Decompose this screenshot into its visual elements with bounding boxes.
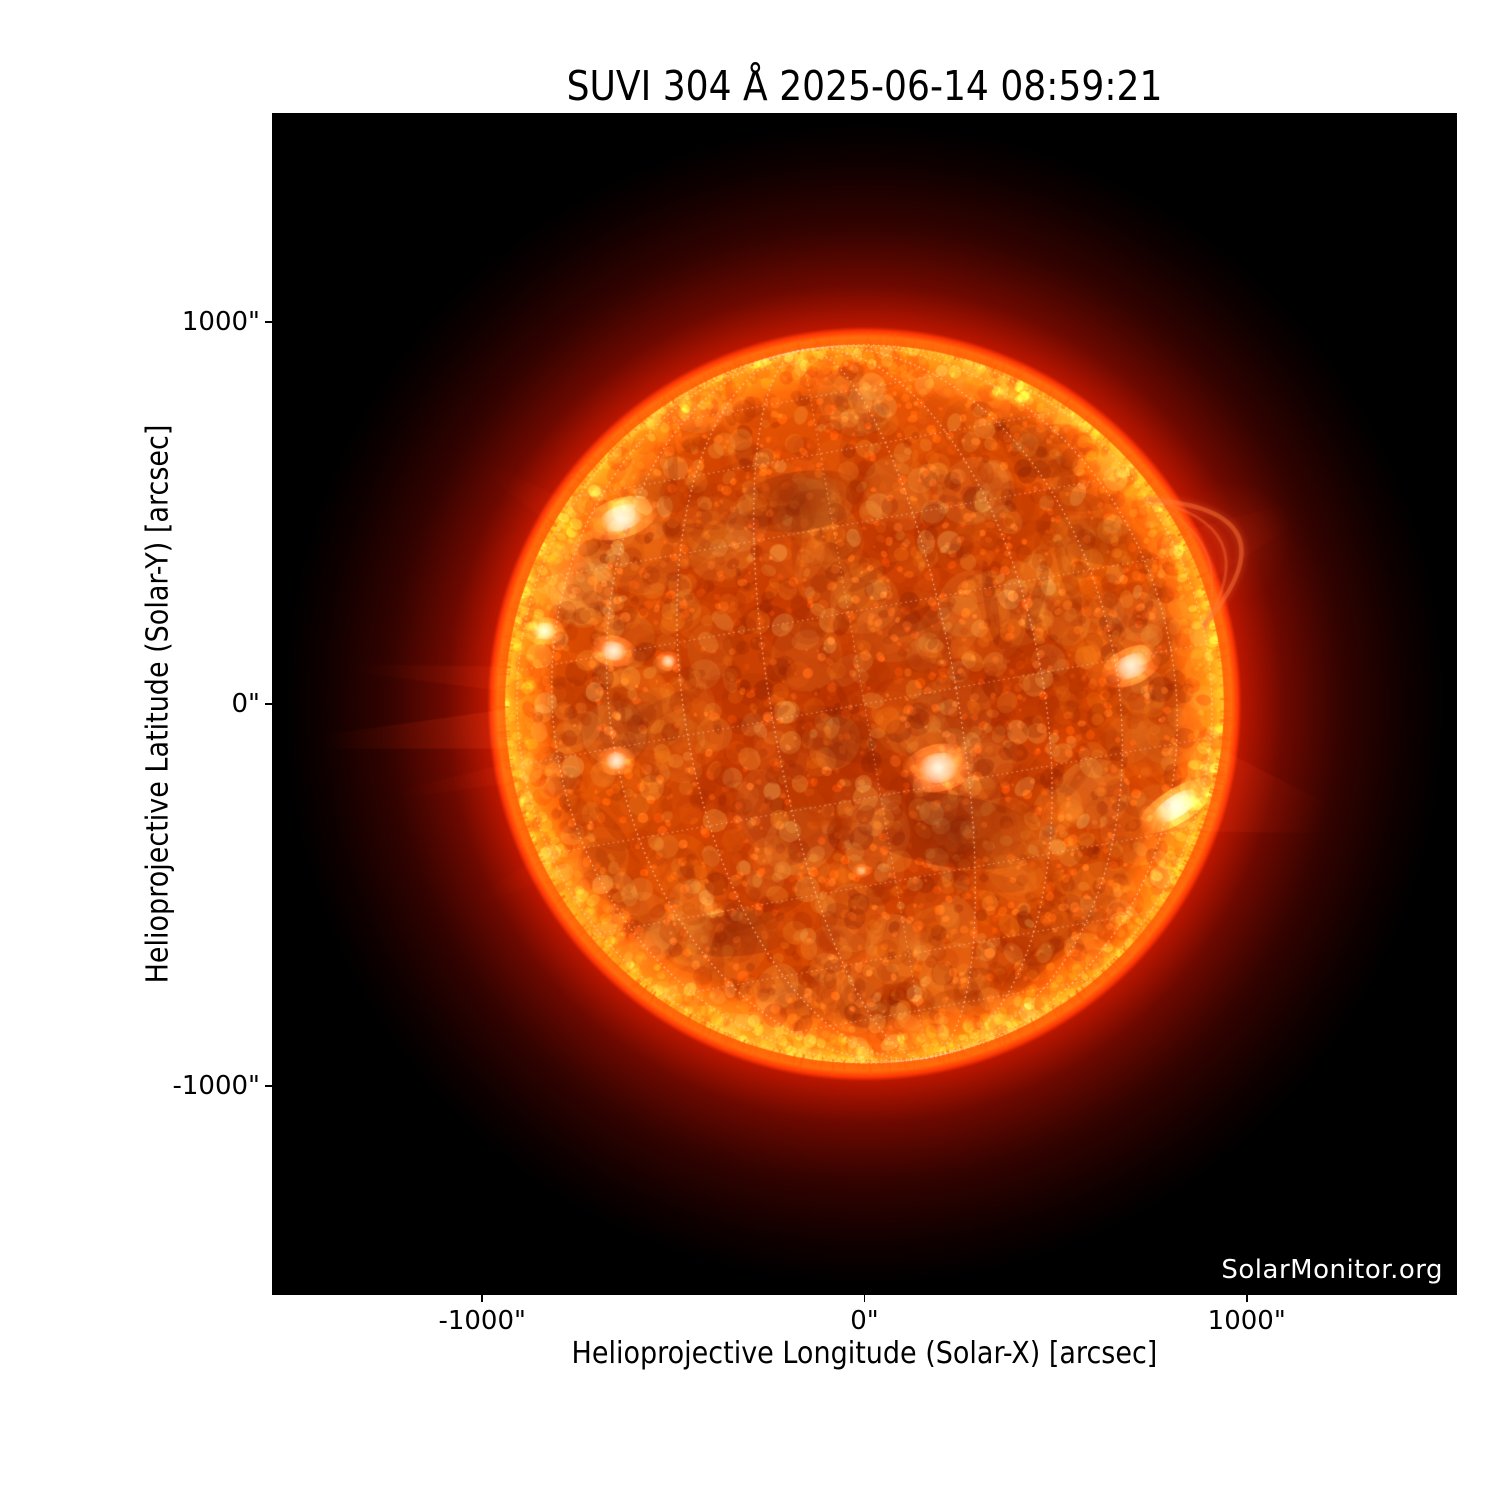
x-tick-mark (481, 1295, 483, 1302)
x-tick-mark (1246, 1295, 1248, 1302)
y-axis-label: Helioprojective Latitude (Solar-Y) [arcs… (140, 424, 176, 984)
x-tick-mark (863, 1295, 866, 1302)
x-tick-label: 0" (850, 1306, 879, 1336)
x-tick-label: 1000" (1207, 1306, 1286, 1336)
solar-image-canvas (272, 113, 1457, 1295)
y-tick-mark (265, 703, 272, 705)
y-tick-mark (265, 321, 272, 323)
x-axis-label-text: Helioprojective Longitude (Solar-X) [arc… (571, 1336, 1158, 1371)
x-tick-label: -1000" (438, 1306, 526, 1336)
plot-title: SUVI 304 Å 2025-06-14 08:59:21 (272, 60, 1457, 112)
watermark-solarmonitor: SolarMonitor.org (1221, 1255, 1443, 1285)
y-tick-label: 1000" (181, 306, 260, 337)
y-tick-mark (265, 1085, 272, 1087)
plot-area: SolarMonitor.org (272, 113, 1457, 1295)
y-tick-label: 0" (231, 689, 260, 719)
y-tick-label: -1000" (172, 1071, 260, 1102)
x-axis-label: Helioprojective Longitude (Solar-X) [arc… (272, 1336, 1457, 1371)
plot-title-text: SUVI 304 Å 2025-06-14 08:59:21 (566, 62, 1163, 110)
